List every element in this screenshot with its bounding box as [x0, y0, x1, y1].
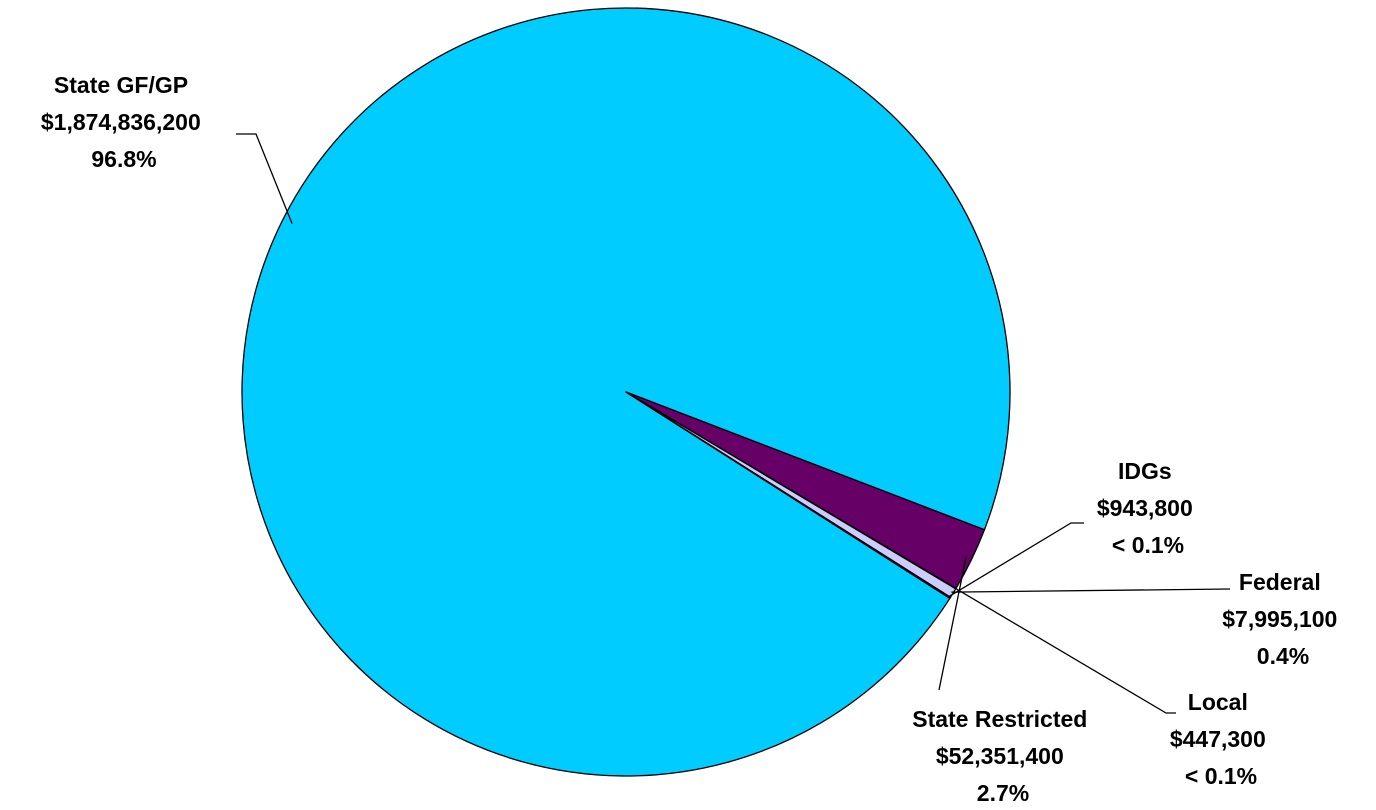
label-state-gfgp-name: State GF/GP: [54, 72, 188, 98]
label-state-gfgp: State GF/GP $1,874,836,200 96.8%: [41, 72, 207, 172]
label-state-restricted-amount: $52,351,400: [936, 743, 1064, 769]
label-federal: Federal $7,995,100 0.4%: [1222, 569, 1344, 669]
label-idgs-name: IDGs: [1118, 458, 1172, 484]
label-local-name: Local: [1188, 689, 1248, 715]
label-state-gfgp-amount: $1,874,836,200: [41, 109, 201, 135]
pie-slices: [241, 7, 1011, 777]
leader-line-federal: [951, 588, 1231, 593]
label-federal-amount: $7,995,100: [1222, 606, 1337, 632]
label-federal-percent: 0.4%: [1257, 643, 1309, 669]
leader-line-local: [953, 587, 1176, 714]
label-state-restricted: State Restricted $52,351,400 2.7%: [912, 706, 1094, 806]
leader-line-idgs: [948, 522, 1084, 598]
leader-lines: [236, 133, 1231, 714]
label-local: Local $447,300 < 0.1%: [1170, 689, 1272, 789]
label-local-amount: $447,300: [1170, 726, 1266, 752]
leader-line-state-gfgp: [236, 133, 293, 224]
label-idgs-amount: $943,800: [1097, 495, 1193, 521]
label-state-restricted-percent: 2.7%: [977, 780, 1029, 806]
label-idgs: IDGs $943,800 < 0.1%: [1097, 458, 1199, 558]
label-local-percent: < 0.1%: [1185, 763, 1257, 789]
pie-slice-idgs: [625, 391, 952, 599]
label-idgs-percent: < 0.1%: [1112, 532, 1184, 558]
leader-line-state-restricted: [938, 556, 967, 691]
label-federal-name: Federal: [1239, 569, 1321, 595]
label-state-gfgp-percent: 96.8%: [91, 146, 156, 172]
label-state-restricted-name: State Restricted: [912, 706, 1087, 732]
